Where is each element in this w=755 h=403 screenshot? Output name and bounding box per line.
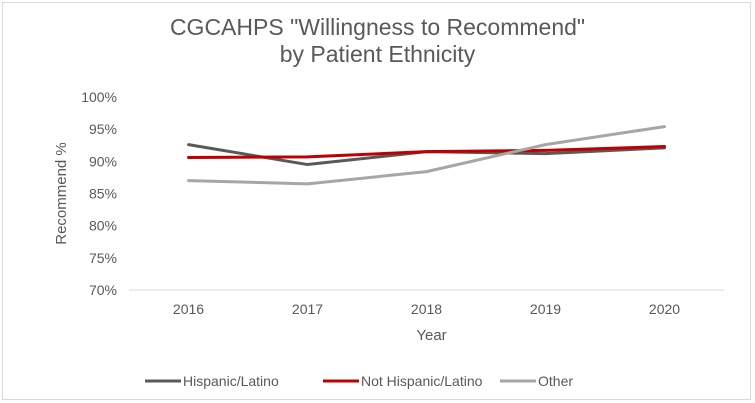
legend-label: Not Hispanic/Latino: [361, 373, 483, 389]
series-line-not-hispanic-latino: [187, 145, 666, 159]
legend-label: Other: [538, 373, 573, 389]
chart-area: [2, 2, 751, 400]
series-line-other: [187, 125, 666, 186]
chart-title: CGCAHPS "Willingness to Recommend": [169, 14, 586, 40]
x-axis-title: Year: [416, 327, 446, 344]
chart-title-block: CGCAHPS "Willingness to Recommend" by Pa…: [0, 14, 755, 68]
chart-subtitle: by Patient Ethnicity: [279, 41, 476, 67]
y-tick-label: 75%: [89, 250, 117, 266]
y-tick-label: 70%: [89, 282, 117, 298]
y-tick-label: 85%: [89, 186, 117, 202]
y-tick-label: 80%: [89, 218, 117, 234]
y-axis-title: Recommend %: [53, 142, 70, 245]
y-tick-label: 90%: [89, 153, 117, 169]
x-tick-label: 2020: [649, 301, 680, 317]
series-lines: [187, 125, 666, 186]
x-tick-label: 2019: [530, 301, 561, 317]
legend-label: Hispanic/Latino: [183, 373, 279, 389]
x-tick-label: 2017: [292, 301, 323, 317]
y-tick-label: 95%: [89, 121, 117, 137]
legend: Hispanic/Latino Not Hispanic/Latino Other: [145, 373, 573, 389]
x-tick-label: 2018: [411, 301, 442, 317]
y-axis-ticks: 70% 75% 80% 85% 90% 95% 100%: [81, 89, 117, 298]
x-tick-label: 2016: [173, 301, 204, 317]
x-axis-ticks: 2016 2017 2018 2019 2020: [173, 301, 680, 317]
y-tick-label: 100%: [81, 89, 117, 105]
